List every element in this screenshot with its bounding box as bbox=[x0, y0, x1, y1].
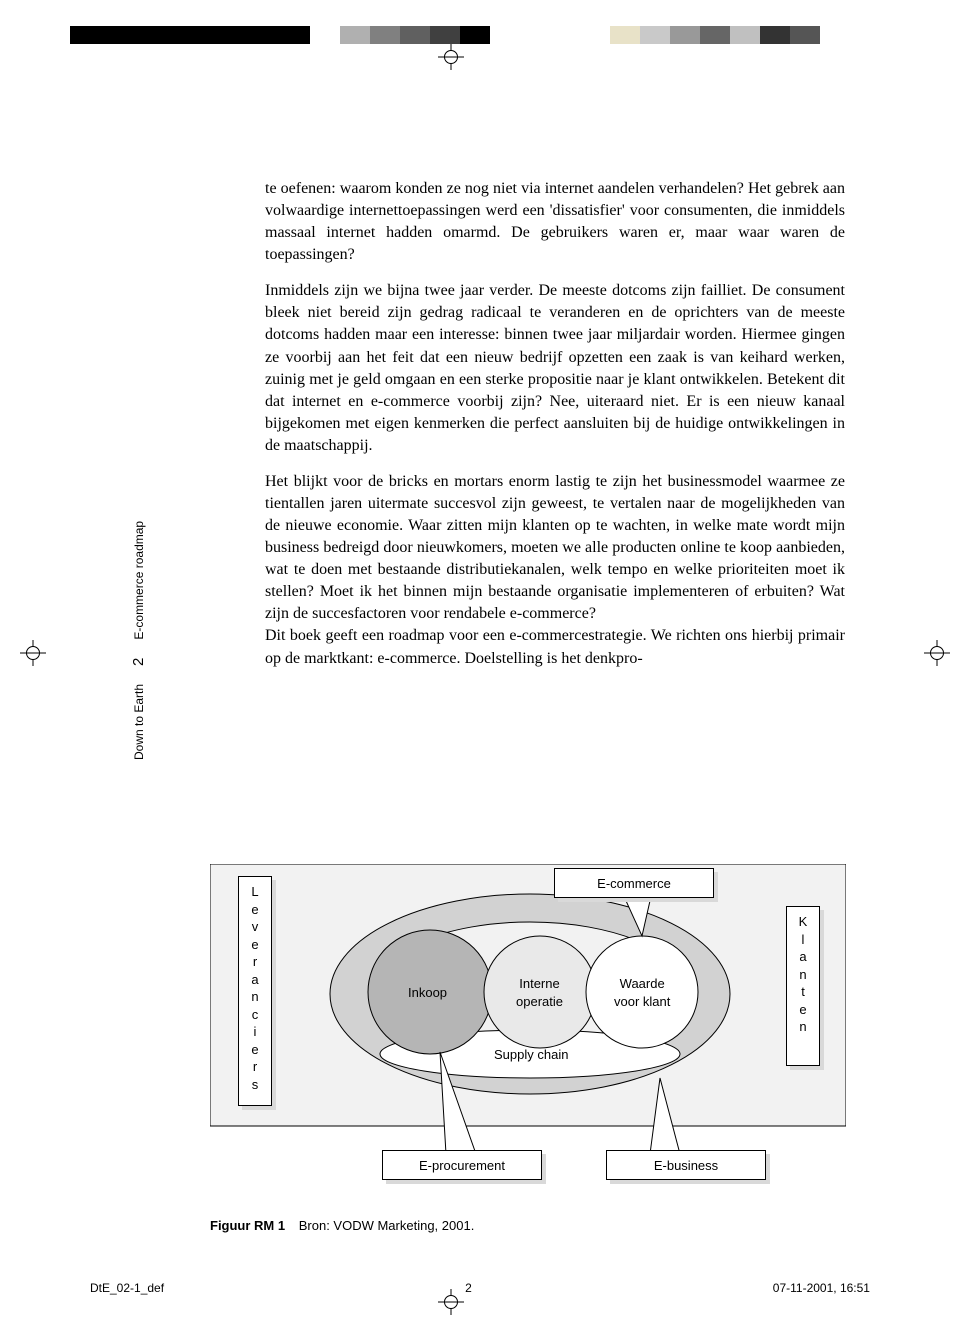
callout-ebusiness: E-business bbox=[606, 1150, 766, 1180]
label-waarde: Waarde voor klant bbox=[614, 975, 670, 1010]
leveranciers-box: Leveranciers bbox=[238, 876, 272, 1106]
label-inkoop: Inkoop bbox=[408, 984, 447, 1002]
registration-mark bbox=[438, 44, 464, 70]
label-supply-chain: Supply chain bbox=[494, 1046, 568, 1064]
paragraph: Inmiddels zijn we bijna twee jaar verder… bbox=[265, 280, 845, 457]
running-head: Down to Earth 2 E-commerce roadmap bbox=[130, 521, 147, 760]
body-text: te oefenen: waarom konden ze nog niet vi… bbox=[265, 178, 845, 670]
footer-slug: DtE_02-1_def 2 07-11-2001, 16:51 bbox=[90, 1281, 870, 1295]
slug-filename: DtE_02-1_def bbox=[90, 1281, 164, 1295]
callout-ecommerce: E-commerce bbox=[554, 868, 714, 898]
slug-datetime: 07-11-2001, 16:51 bbox=[773, 1281, 870, 1295]
figure-caption: Figuur RM 1 Bron: VODW Marketing, 2001. bbox=[210, 1218, 474, 1233]
figure-number: Figuur RM 1 bbox=[210, 1218, 285, 1233]
paragraph: Het blijkt voor de bricks en mortars eno… bbox=[265, 471, 845, 670]
slug-page: 2 bbox=[465, 1281, 472, 1295]
chapter-title: E-commerce roadmap bbox=[132, 521, 146, 640]
page-number: 2 bbox=[130, 658, 147, 666]
figure-diagram: Leveranciers Klanten Inkoop Interne oper… bbox=[210, 864, 846, 1194]
printer-color-bar bbox=[70, 26, 920, 44]
klanten-box: Klanten bbox=[786, 906, 820, 1066]
paragraph: te oefenen: waarom konden ze nog niet vi… bbox=[265, 178, 845, 266]
registration-mark bbox=[924, 640, 950, 666]
callout-eprocurement: E-procurement bbox=[382, 1150, 542, 1180]
book-title: Down to Earth bbox=[132, 684, 146, 760]
figure-source: Bron: VODW Marketing, 2001. bbox=[299, 1218, 475, 1233]
label-interne-operatie: Interne operatie bbox=[516, 975, 563, 1010]
registration-mark bbox=[20, 640, 46, 666]
